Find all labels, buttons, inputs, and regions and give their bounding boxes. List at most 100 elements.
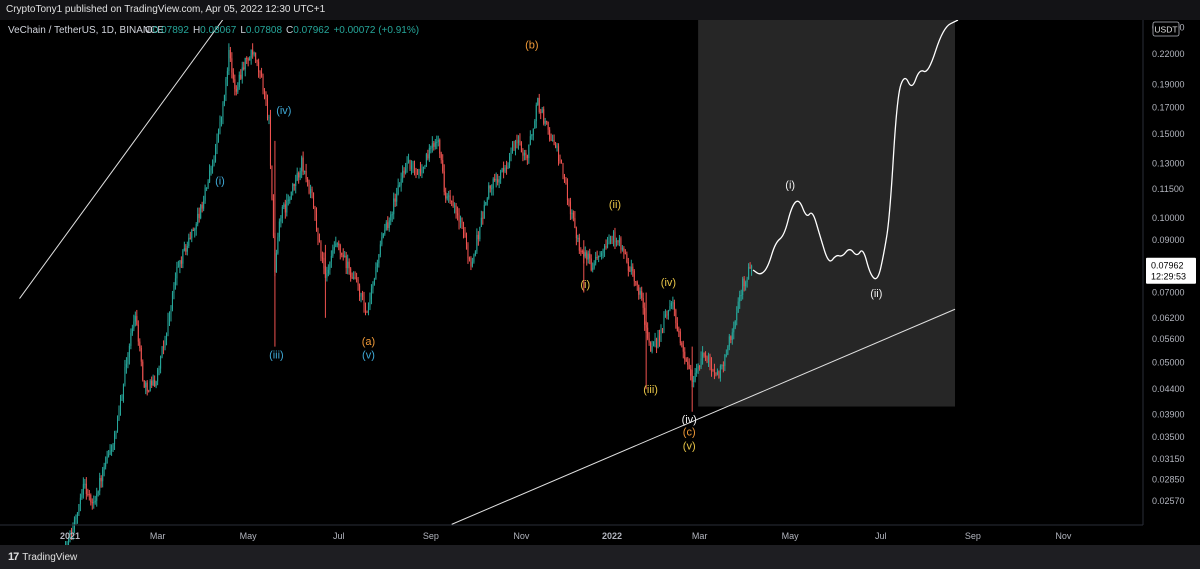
candle — [128, 343, 130, 365]
candle — [424, 164, 426, 170]
candle — [418, 168, 420, 179]
candle-body — [656, 338, 658, 348]
candle — [532, 128, 534, 141]
candle-body — [109, 450, 111, 455]
candle-body — [618, 238, 620, 243]
candle-body — [430, 147, 432, 149]
candle — [590, 254, 592, 272]
candle — [543, 106, 545, 126]
candle-body — [580, 250, 582, 252]
candle-body — [128, 345, 130, 358]
candle-body — [498, 179, 500, 183]
candle — [234, 74, 236, 96]
trendline — [451, 308, 956, 525]
candle — [335, 236, 337, 248]
candle — [344, 250, 346, 258]
candle — [327, 264, 329, 277]
candle-body — [553, 140, 555, 145]
candle — [391, 211, 393, 222]
candle — [252, 43, 254, 59]
candle — [623, 246, 625, 259]
candle-body — [235, 89, 237, 92]
candle-body — [664, 314, 666, 318]
candle-body — [217, 132, 220, 137]
candle — [703, 352, 705, 358]
candle-body — [626, 253, 628, 262]
candle-body — [596, 256, 598, 258]
candle — [402, 165, 404, 183]
candle-body — [413, 163, 416, 173]
price-chart[interactable]: (i)(iii)(iv)(a)(v)(b)(i)(ii)(iii)(iv)(iv… — [0, 20, 1200, 545]
candle — [379, 240, 381, 258]
candle-body — [118, 408, 120, 420]
candle — [173, 282, 175, 300]
candle-body — [97, 491, 99, 494]
candle-body — [318, 239, 320, 243]
candle — [387, 216, 389, 231]
candle-body — [246, 58, 248, 60]
candle — [105, 456, 107, 470]
candle-body — [485, 202, 487, 205]
candle — [667, 309, 669, 320]
candle-body — [534, 121, 536, 129]
candle — [592, 262, 594, 273]
currency-badge-text: USDT — [1154, 25, 1177, 35]
candle-body — [725, 354, 727, 356]
candle-body — [495, 179, 497, 181]
candle — [428, 144, 430, 162]
candle — [415, 167, 417, 179]
ohlc-readout: O0.07892 H0.08067 L0.07808 C0.07962 +0.00072… — [145, 25, 419, 36]
time-tick-label: Jul — [333, 531, 345, 541]
candle — [119, 394, 122, 416]
candle — [298, 171, 300, 184]
candle — [145, 380, 147, 395]
tradingview-logo[interactable]: 17 TradingView — [8, 551, 77, 563]
candle — [525, 149, 527, 161]
candle — [644, 302, 646, 331]
candle — [612, 230, 615, 247]
candle-body — [458, 215, 460, 223]
candle — [264, 88, 266, 100]
candle — [636, 280, 638, 291]
candle — [439, 138, 441, 159]
candle-body — [272, 198, 274, 237]
candle-body — [238, 74, 240, 88]
candle — [109, 444, 111, 456]
candle — [299, 167, 301, 181]
candle — [385, 220, 387, 231]
candle-body — [320, 242, 322, 258]
candle-body — [719, 365, 721, 378]
candle — [596, 250, 598, 260]
candle — [378, 253, 380, 268]
candle — [638, 284, 640, 300]
price-tick-label: 0.09000 — [1152, 235, 1185, 245]
candle-body — [468, 258, 470, 260]
candle — [639, 287, 641, 300]
candle — [103, 462, 105, 477]
candle — [130, 328, 132, 350]
candle — [565, 177, 567, 185]
candle — [618, 235, 620, 247]
candle — [482, 211, 484, 225]
candle-body — [326, 273, 328, 278]
candle-body — [705, 355, 707, 357]
projection-layer — [752, 20, 959, 280]
close-value: 0.07962 — [293, 25, 330, 36]
candle-body — [650, 342, 652, 352]
candle-body — [427, 154, 429, 159]
candle — [338, 240, 340, 251]
candle-body — [163, 346, 165, 348]
candle — [329, 261, 331, 275]
candle-body — [488, 185, 490, 199]
candle — [405, 162, 407, 175]
candle — [209, 164, 211, 184]
candle — [562, 162, 564, 180]
candle-body — [703, 352, 705, 356]
candle — [198, 207, 200, 223]
candle-body — [455, 205, 457, 214]
candle-body — [690, 369, 692, 376]
candle — [529, 130, 531, 146]
candle — [203, 195, 205, 212]
candle — [301, 155, 303, 179]
candle-body — [685, 359, 687, 362]
